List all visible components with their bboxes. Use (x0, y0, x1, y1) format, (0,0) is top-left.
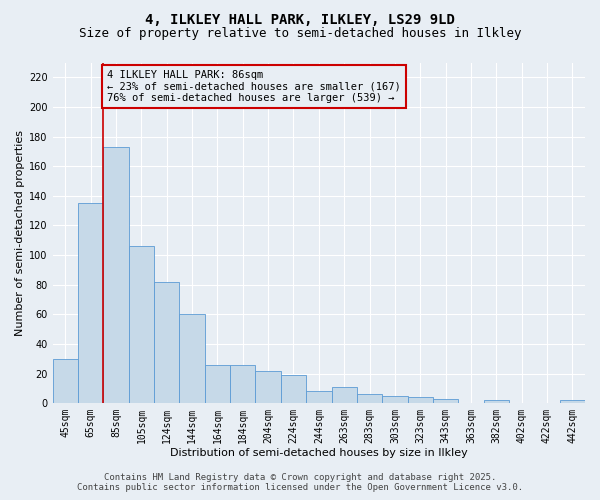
Bar (560, 400, 585, 403)
Bar (433, 399, 458, 403)
Text: 4, ILKLEY HALL PARK, ILKLEY, LS29 9LD: 4, ILKLEY HALL PARK, ILKLEY, LS29 9LD (145, 12, 455, 26)
Text: 4 ILKLEY HALL PARK: 86sqm
← 23% of semi-detached houses are smaller (167)
76% of: 4 ILKLEY HALL PARK: 86sqm ← 23% of semi-… (107, 70, 401, 103)
Bar (281, 375, 306, 403)
Bar (332, 387, 357, 403)
Bar (103, 147, 129, 403)
Bar (357, 394, 382, 403)
Bar (78, 203, 103, 403)
Bar (179, 314, 205, 403)
Bar (129, 246, 154, 403)
Bar (53, 359, 78, 403)
Bar (205, 364, 230, 403)
Y-axis label: Number of semi-detached properties: Number of semi-detached properties (15, 130, 25, 336)
Bar (382, 396, 407, 403)
Bar (484, 400, 509, 403)
X-axis label: Distribution of semi-detached houses by size in Ilkley: Distribution of semi-detached houses by … (170, 448, 468, 458)
Bar (256, 370, 281, 403)
Text: Size of property relative to semi-detached houses in Ilkley: Size of property relative to semi-detach… (79, 28, 521, 40)
Bar (154, 282, 179, 403)
Bar (306, 392, 332, 403)
Text: Contains HM Land Registry data © Crown copyright and database right 2025.
Contai: Contains HM Land Registry data © Crown c… (77, 473, 523, 492)
Bar (230, 364, 256, 403)
Bar (407, 398, 433, 403)
